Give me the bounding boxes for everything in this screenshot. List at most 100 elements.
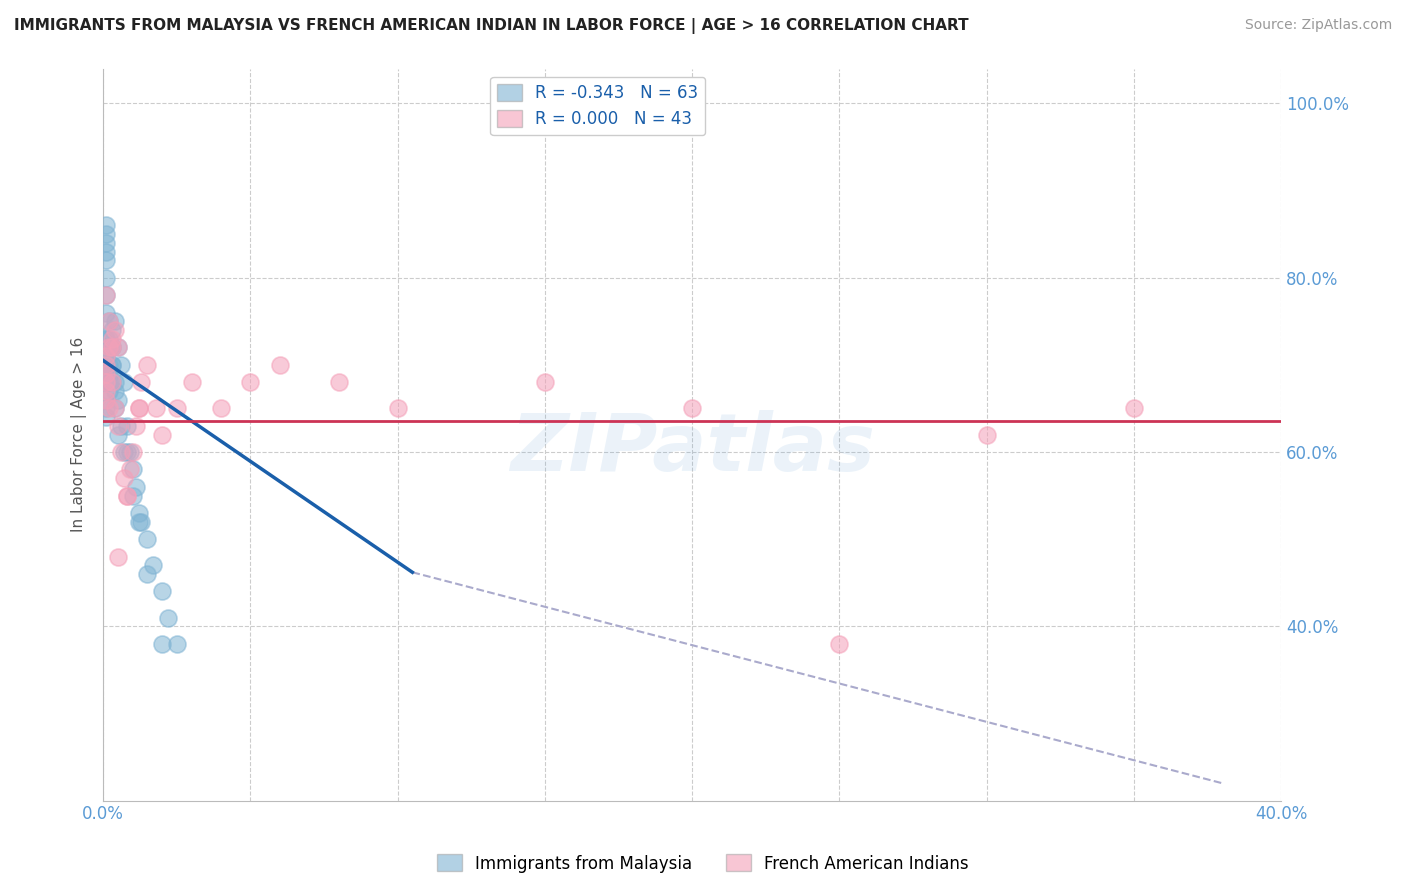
Point (107, 549, 129, 564)
Point (96, 332, 118, 346)
Point (96, 253, 118, 268)
Legend: R = -0.343   N = 63, R = 0.000   N = 43: R = -0.343 N = 63, R = 0.000 N = 43 (491, 77, 706, 135)
Point (96, 358, 118, 372)
Point (96, 288, 118, 302)
Point (101, 340, 124, 354)
Point (96, 384, 118, 398)
Point (98, 314, 121, 328)
Point (269, 358, 291, 372)
Point (101, 340, 124, 354)
Point (96, 235, 118, 250)
Point (96, 392, 118, 407)
Point (96, 349, 118, 363)
Point (96, 410, 118, 425)
Point (98, 376, 121, 390)
Point (96, 401, 118, 416)
Point (96, 270, 118, 285)
Point (107, 418, 129, 433)
Point (96, 376, 118, 390)
Y-axis label: In Labor Force | Age > 16: In Labor Force | Age > 16 (72, 337, 87, 533)
Point (96, 358, 118, 372)
Point (98, 340, 121, 354)
Point (112, 471, 135, 485)
Point (115, 418, 138, 433)
Point (96, 227, 118, 241)
Point (98, 358, 121, 372)
Point (101, 358, 124, 372)
Point (101, 323, 124, 337)
Point (101, 376, 124, 390)
Point (96, 340, 118, 354)
Point (145, 401, 167, 416)
Point (124, 480, 146, 494)
Point (387, 401, 409, 416)
Point (115, 489, 138, 503)
Point (166, 401, 188, 416)
Point (96, 376, 118, 390)
Point (131, 376, 153, 390)
Point (136, 567, 159, 582)
Point (118, 462, 141, 476)
Point (96, 367, 118, 381)
Point (107, 427, 129, 442)
Point (110, 418, 132, 433)
Point (124, 418, 146, 433)
Point (104, 376, 127, 390)
Point (128, 515, 150, 529)
Point (107, 340, 129, 354)
Point (107, 340, 129, 354)
Text: Source: ZipAtlas.com: Source: ZipAtlas.com (1244, 18, 1392, 32)
Point (104, 384, 127, 398)
Point (150, 427, 173, 442)
Point (115, 489, 138, 503)
Point (104, 314, 127, 328)
Point (104, 401, 127, 416)
Point (104, 323, 127, 337)
Point (98, 340, 121, 354)
Point (96, 219, 118, 233)
Point (110, 358, 132, 372)
Point (101, 332, 124, 346)
Point (209, 401, 232, 416)
Point (96, 376, 118, 390)
Point (112, 376, 135, 390)
Point (98, 401, 121, 416)
Point (136, 532, 159, 546)
Point (107, 392, 129, 407)
Point (96, 358, 118, 372)
Point (128, 401, 150, 416)
Point (101, 340, 124, 354)
Point (110, 445, 132, 459)
Point (112, 445, 135, 459)
Point (98, 384, 121, 398)
Text: IMMIGRANTS FROM MALAYSIA VS FRENCH AMERICAN INDIAN IN LABOR FORCE | AGE > 16 COR: IMMIGRANTS FROM MALAYSIA VS FRENCH AMERI… (14, 18, 969, 34)
Point (96, 288, 118, 302)
Point (131, 515, 153, 529)
Point (828, 637, 851, 651)
Point (96, 376, 118, 390)
Point (180, 376, 202, 390)
Point (96, 340, 118, 354)
Point (239, 376, 262, 390)
Point (96, 367, 118, 381)
Point (128, 506, 150, 520)
Point (101, 358, 124, 372)
Point (121, 489, 143, 503)
Point (104, 401, 127, 416)
Point (328, 376, 350, 390)
Point (150, 637, 173, 651)
Point (98, 314, 121, 328)
Point (101, 376, 124, 390)
Point (534, 376, 557, 390)
Point (976, 427, 998, 442)
Point (121, 445, 143, 459)
Point (121, 462, 143, 476)
Point (142, 558, 165, 573)
Point (98, 367, 121, 381)
Point (96, 244, 118, 259)
Point (118, 445, 141, 459)
Point (150, 584, 173, 599)
Point (1122, 401, 1144, 416)
Point (98, 332, 121, 346)
Point (136, 358, 159, 372)
